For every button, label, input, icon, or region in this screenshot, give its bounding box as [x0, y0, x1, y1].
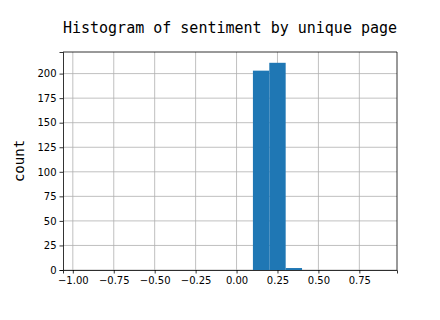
grid-line — [154, 52, 155, 270]
tick-label: 75 — [44, 191, 57, 202]
grid-line — [63, 98, 397, 99]
tick-label: −0.75 — [99, 275, 130, 286]
tick-mark — [114, 270, 115, 274]
axis-line — [60, 53, 64, 271]
tick: 25 — [44, 240, 63, 251]
grid-line — [236, 52, 237, 270]
tick-label: 125 — [37, 142, 56, 153]
tick-label: 200 — [37, 68, 56, 79]
tick: −0.50 — [140, 270, 171, 286]
tick: 75 — [44, 191, 63, 202]
tick-mark — [237, 270, 238, 274]
grid-line — [63, 220, 397, 221]
bar — [286, 268, 302, 270]
tick-label: 0.00 — [226, 275, 248, 286]
tick-label: 0.50 — [308, 275, 330, 286]
tick: −0.75 — [99, 270, 130, 286]
tick-mark — [196, 270, 197, 274]
tick-label: 0.25 — [267, 275, 289, 286]
tick-label: 0 — [50, 265, 56, 276]
grid-line — [72, 52, 73, 270]
bar — [253, 71, 269, 270]
tick-mark — [60, 74, 64, 75]
tick: 50 — [44, 216, 63, 227]
grid-line — [63, 171, 397, 172]
tick-mark — [60, 123, 64, 124]
tick-mark — [60, 221, 64, 222]
bar — [269, 63, 285, 270]
tick-mark — [318, 270, 319, 274]
grid-line — [113, 52, 114, 270]
tick: −1.00 — [58, 270, 89, 286]
grid-line — [63, 147, 397, 148]
tick: 200 — [37, 68, 63, 79]
grid-line — [63, 245, 397, 246]
grid-line — [359, 52, 360, 270]
bars — [253, 63, 302, 270]
tick-mark — [60, 270, 64, 271]
grid-line — [195, 52, 196, 270]
tick-mark — [60, 98, 64, 99]
grid-line — [63, 196, 397, 197]
tick-mark — [60, 196, 64, 197]
tick: 100 — [37, 167, 63, 178]
tick-label: 25 — [44, 240, 57, 251]
title: Histogram of sentiment by unique page — [63, 19, 397, 37]
grid — [63, 52, 397, 270]
tick-label: 0.75 — [349, 275, 371, 286]
y-axis-title: count — [11, 140, 27, 182]
tick: 0.25 — [267, 270, 289, 286]
grid-line — [63, 73, 397, 74]
grid-line — [63, 122, 397, 123]
tick: −0.25 — [181, 270, 212, 286]
tick-label: −1.00 — [58, 275, 89, 286]
tick-label: −0.50 — [140, 275, 171, 286]
tick-mark — [60, 147, 64, 148]
tick: 175 — [37, 93, 63, 104]
frame — [397, 52, 398, 270]
tick-mark — [73, 270, 74, 274]
x-axis: −1.00 −0.75 −0.50 −0.25 0.00 0.25 0.50 0.75 — [58, 270, 398, 286]
tick-mark — [155, 270, 156, 274]
tick: 0 — [50, 265, 63, 276]
tick-label: 150 — [37, 117, 56, 128]
tick: 0.75 — [349, 270, 371, 286]
tick: 0.50 — [308, 270, 330, 286]
tick: 125 — [37, 142, 63, 153]
frame — [63, 52, 397, 53]
chart: −1.00 −0.75 −0.50 −0.25 0.00 0.25 0.50 0.75 0 25 5… — [0, 0, 440, 320]
tick-label: 50 — [44, 216, 57, 227]
tick-label: 175 — [37, 93, 56, 104]
tick-mark — [359, 270, 360, 274]
grid-line — [318, 52, 319, 270]
axis-line — [64, 271, 398, 274]
plot: −1.00 −0.75 −0.50 −0.25 0.00 0.25 0.50 0.75 0 25 5… — [37, 52, 397, 286]
tick-mark — [60, 172, 64, 173]
tick-label: −0.25 — [181, 275, 212, 286]
tick-mark — [60, 245, 64, 246]
tick-mark — [277, 270, 278, 274]
tick-label: 100 — [37, 167, 56, 178]
y-axis: 0 25 50 75 100 125 150 175 200 — [37, 53, 63, 276]
tick: 0.00 — [226, 270, 248, 286]
tick: 150 — [37, 117, 63, 128]
